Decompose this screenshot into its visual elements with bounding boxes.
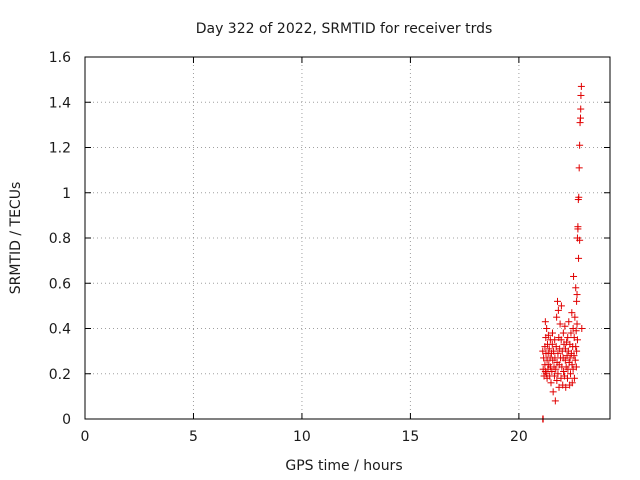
x-tick-label: 15: [401, 429, 419, 445]
data-point: [565, 318, 573, 326]
y-tick-label: 1.2: [49, 141, 71, 157]
data-point: [563, 374, 571, 382]
data-point: [554, 370, 562, 378]
data-point: [572, 284, 580, 292]
data-point: [570, 272, 578, 280]
y-tick-label: 1.4: [49, 95, 71, 111]
data-point: [575, 193, 583, 201]
data-point: [555, 383, 563, 391]
data-point: [573, 320, 581, 328]
data-point: [545, 345, 553, 353]
data-point: [564, 334, 572, 342]
data-point: [561, 322, 569, 330]
y-tick-label: 0.6: [49, 276, 71, 292]
data-point: [573, 336, 581, 344]
x-tick-label: 5: [189, 429, 198, 445]
data-point: [556, 320, 564, 328]
data-point: [560, 367, 568, 375]
data-point: [544, 331, 552, 339]
data-point: [577, 105, 585, 113]
data-point: [550, 347, 558, 355]
data-point: [548, 367, 556, 375]
x-tick-label: 20: [510, 429, 528, 445]
data-point: [576, 236, 584, 244]
data-point: [574, 223, 582, 231]
data-point: [570, 352, 578, 360]
data-point: [547, 379, 555, 387]
data-point: [571, 356, 579, 364]
data-point: [557, 302, 565, 310]
y-tick-label: 0.4: [49, 322, 71, 338]
y-tick-label: 1.6: [49, 50, 71, 66]
data-point: [549, 388, 557, 396]
y-tick-label: 0.8: [49, 231, 71, 247]
data-point: [573, 297, 581, 305]
data-point: [566, 354, 574, 362]
data-point: [559, 329, 567, 337]
data-point: [567, 370, 575, 378]
data-point: [570, 374, 578, 382]
data-point: [571, 313, 579, 321]
data-point: [572, 327, 580, 335]
data-point: [575, 164, 583, 172]
data-point: [568, 379, 576, 387]
data-point: [577, 91, 585, 99]
chart-title: Day 322 of 2022, SRMTID for receiver trd…: [196, 21, 493, 37]
data-point: [562, 383, 570, 391]
x-tick-label: 10: [293, 429, 311, 445]
data-point: [572, 363, 580, 371]
data-point: [576, 141, 584, 149]
data-point: [568, 361, 576, 369]
data-point: [548, 340, 556, 348]
data-point: [543, 325, 551, 332]
data-point: [549, 329, 557, 337]
y-tick-label: 0.2: [49, 367, 71, 383]
data-point: [554, 349, 562, 357]
data-point: [557, 336, 565, 344]
data-point: [572, 343, 580, 351]
data-points: [539, 82, 586, 423]
y-axis-ticks: 0 0.2 0.4 0.6 0.8 1 1.2 1.4 1.6: [49, 50, 610, 428]
x-axis-ticks: 0 5 10 15 20: [81, 57, 528, 445]
data-point: [573, 291, 581, 299]
y-tick-label: 1: [62, 186, 71, 202]
data-point: [578, 325, 586, 332]
x-tick-label: 0: [81, 429, 90, 445]
data-point: [553, 377, 561, 385]
data-point: [567, 329, 575, 337]
y-tick-label: 0: [62, 412, 71, 428]
grid: [85, 57, 610, 419]
data-point: [541, 318, 549, 326]
data-point: [552, 365, 560, 373]
data-point: [577, 82, 585, 90]
data-point: [554, 306, 562, 314]
data-point: [551, 336, 559, 344]
data-point: [551, 397, 559, 405]
data-point: [575, 254, 583, 262]
data-point: [576, 114, 584, 122]
data-point: [561, 356, 569, 364]
data-point: [568, 309, 576, 317]
data-point: [554, 297, 561, 305]
data-point: [573, 347, 581, 355]
x-axis-label: GPS time / hours: [285, 458, 402, 474]
plot-frame: [84, 56, 611, 420]
data-point: [553, 313, 561, 321]
y-axis-label: SRMTID / TECUs: [8, 182, 24, 295]
